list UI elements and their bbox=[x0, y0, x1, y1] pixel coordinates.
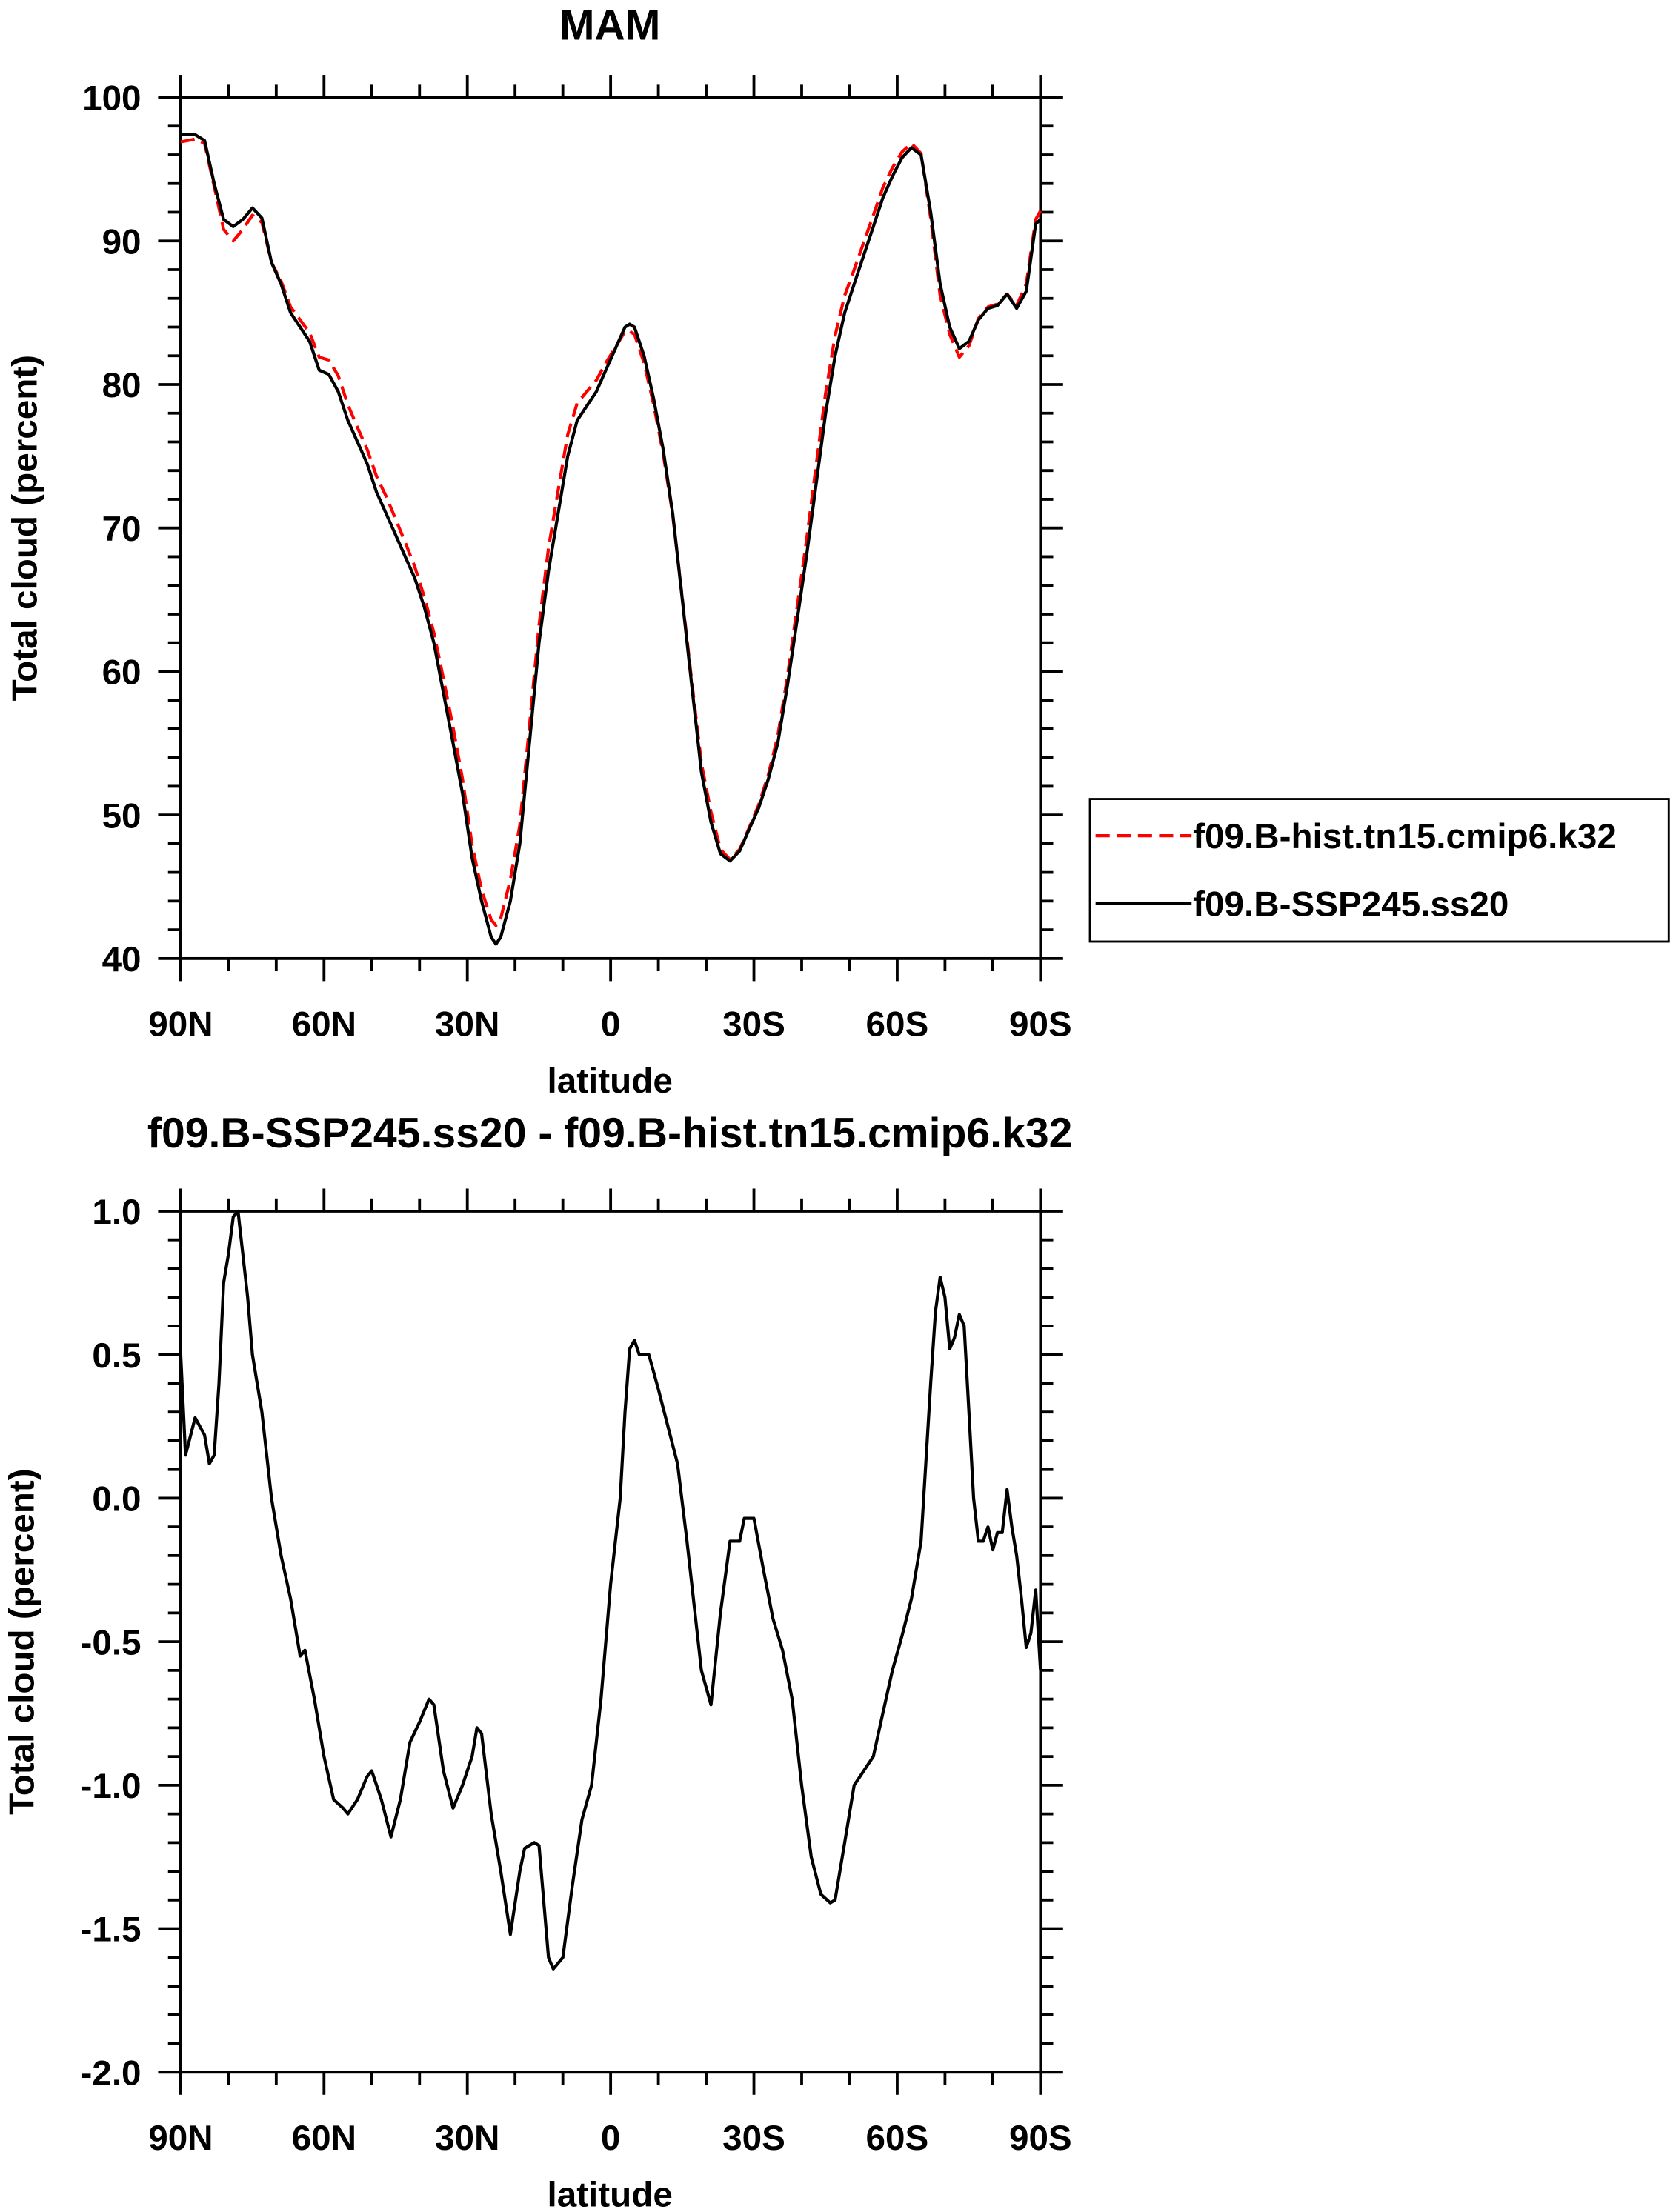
x-tick-label: 30S bbox=[722, 2119, 785, 2158]
x-tick-label: 30N bbox=[435, 1005, 499, 1045]
chart-title: MAM bbox=[559, 1, 660, 49]
x-tick-label: 30N bbox=[435, 2119, 499, 2158]
y-tick-label: 0.5 bbox=[92, 1336, 141, 1376]
x-tick-label: 60S bbox=[866, 1005, 929, 1045]
y-tick-label: 1.0 bbox=[92, 1193, 141, 1232]
x-tick-label: 60N bbox=[292, 1005, 356, 1045]
x-axis-label: latitude bbox=[547, 2175, 672, 2212]
x-tick-label: 0 bbox=[601, 2119, 621, 2158]
y-tick-label: -2.0 bbox=[80, 2053, 141, 2093]
y-tick-label: -1.0 bbox=[80, 1767, 141, 1806]
y-tick-label: 90 bbox=[102, 222, 142, 261]
x-tick-label: 90N bbox=[148, 2119, 213, 2158]
legend-label-ssp: f09.B-SSP245.ss20 bbox=[1193, 885, 1509, 925]
y-tick-label: 70 bbox=[102, 510, 142, 549]
panel-difference: f09.B-SSP245.ss20 - f09.B-hist.tn15.cmip… bbox=[3, 1110, 1073, 2212]
plot-frame bbox=[179, 96, 1042, 960]
y-tick-label: 40 bbox=[102, 940, 142, 979]
legend-box bbox=[1088, 798, 1670, 943]
y-tick-label: 0.0 bbox=[92, 1480, 141, 1519]
y-tick-label: -0.5 bbox=[80, 1623, 141, 1662]
legend: f09.B-hist.tn15.cmip6.k32 f09.B-SSP245.s… bbox=[1088, 798, 1670, 943]
x-tick-label: 60N bbox=[292, 2119, 356, 2158]
x-tick-label: 90S bbox=[1009, 2119, 1072, 2158]
y-tick-label: -1.5 bbox=[80, 1910, 141, 1950]
y-axis-label: Total cloud (percent) bbox=[6, 355, 45, 701]
x-tick-label: 30S bbox=[722, 1005, 785, 1045]
x-tick-label: 60S bbox=[866, 2119, 929, 2158]
series-line-f09-b-hist-tn15-cmip6-k32 bbox=[180, 137, 1042, 927]
y-tick-label: 60 bbox=[102, 653, 142, 693]
y-tick-label: 50 bbox=[102, 796, 142, 836]
y-tick-label: 80 bbox=[102, 366, 142, 405]
x-axis-label: latitude bbox=[547, 1062, 672, 1101]
x-tick-label: 90S bbox=[1009, 1005, 1072, 1045]
series-line-difference bbox=[179, 1209, 1042, 1971]
x-tick-label: 90N bbox=[148, 1005, 213, 1045]
panel-mam-totals: MAM Total cloud (percent) latitude f09.B… bbox=[6, 1, 1670, 1101]
y-axis-label: Total cloud (percent) bbox=[3, 1468, 42, 1814]
plot-frame bbox=[179, 1210, 1042, 2074]
y-tick-label: 100 bbox=[82, 79, 141, 119]
series-line-f09-b-ssp245-ss20 bbox=[180, 133, 1042, 946]
legend-label-hist: f09.B-hist.tn15.cmip6.k32 bbox=[1193, 817, 1617, 856]
x-tick-label: 0 bbox=[601, 1005, 621, 1045]
chart-title: f09.B-SSP245.ss20 - f09.B-hist.tn15.cmip… bbox=[147, 1110, 1072, 1157]
